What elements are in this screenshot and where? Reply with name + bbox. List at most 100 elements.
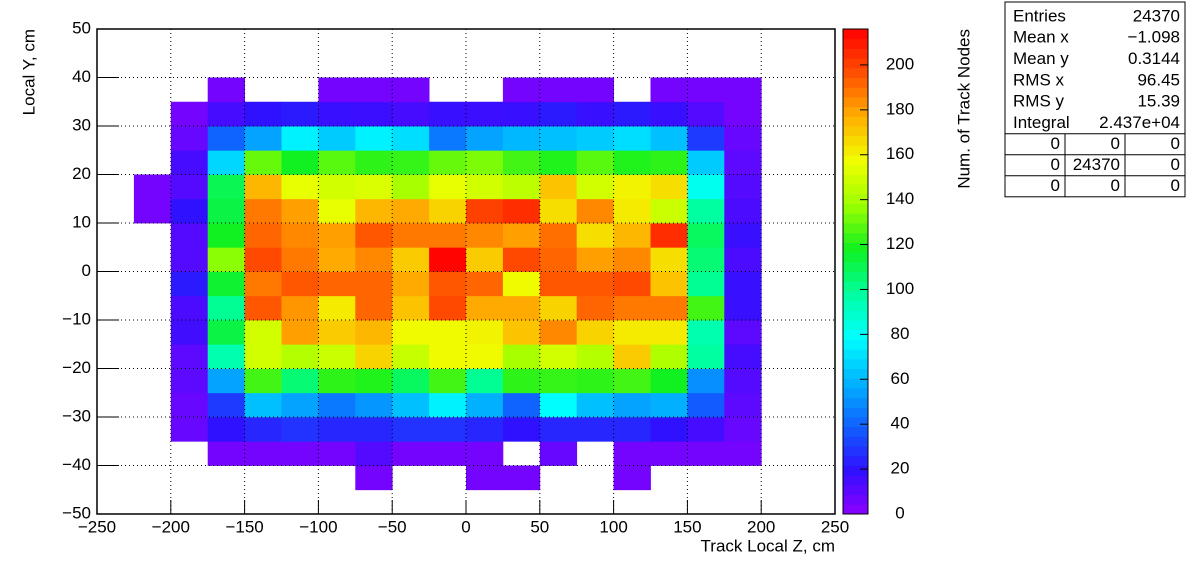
cell <box>245 78 282 103</box>
cell <box>429 441 467 466</box>
cell <box>502 126 541 151</box>
cell <box>170 223 209 248</box>
cell <box>170 101 209 127</box>
cell <box>576 295 614 321</box>
cell <box>281 417 319 442</box>
cell <box>687 101 725 127</box>
colorbar-band <box>843 446 868 457</box>
cell <box>97 102 134 127</box>
cell <box>761 175 798 200</box>
cell <box>724 198 762 224</box>
stats-value: 24370 <box>1133 6 1180 25</box>
colorbar-band <box>843 223 868 234</box>
cell <box>466 490 503 515</box>
cell <box>577 441 614 466</box>
cell <box>134 296 171 321</box>
cell <box>502 368 541 394</box>
cell <box>650 344 688 369</box>
cell <box>539 101 578 127</box>
cell <box>798 102 835 127</box>
y-tick-label: 40 <box>72 67 91 86</box>
colorbar-band <box>843 310 868 321</box>
cell <box>687 223 725 248</box>
cell <box>245 490 282 515</box>
cell <box>724 150 762 175</box>
cell <box>576 417 614 442</box>
stats-value: 96.45 <box>1137 70 1180 89</box>
colorbar-band <box>843 378 868 389</box>
cell <box>761 272 798 297</box>
cell <box>650 247 688 272</box>
cell <box>97 344 134 369</box>
cell <box>244 150 282 175</box>
cell <box>798 466 835 491</box>
colorbar-band <box>843 271 868 282</box>
cell <box>650 320 688 345</box>
stats-label: Entries <box>1013 6 1066 25</box>
cell <box>281 198 319 224</box>
cell <box>539 223 578 248</box>
colorbar-band <box>843 126 868 137</box>
colorbar-band <box>843 174 868 185</box>
cell <box>170 295 209 321</box>
cell <box>650 417 688 442</box>
x-tick-label: 250 <box>821 517 849 536</box>
cell <box>355 465 393 491</box>
cell <box>281 441 319 466</box>
colorbar-band <box>843 58 868 69</box>
cell <box>539 247 578 272</box>
stats-value: 0.3144 <box>1128 49 1180 68</box>
cell <box>576 126 614 151</box>
cell <box>724 344 762 369</box>
cell <box>170 344 209 369</box>
cell <box>466 101 504 127</box>
cell <box>687 77 725 103</box>
colorbar-band <box>843 407 868 418</box>
cell <box>429 150 467 175</box>
cell <box>613 223 651 248</box>
stats-label: Mean x <box>1013 28 1069 47</box>
cell <box>97 126 134 151</box>
colorbar-band <box>843 494 868 505</box>
cell <box>613 320 651 345</box>
cell <box>134 102 171 127</box>
cell <box>429 78 466 103</box>
cell <box>392 150 430 175</box>
colorbar-band <box>843 193 868 205</box>
cell <box>576 392 614 418</box>
cell <box>613 465 651 491</box>
cell <box>576 198 614 224</box>
cell <box>761 417 798 442</box>
cell <box>134 53 171 78</box>
cell <box>355 247 393 272</box>
cell <box>798 175 835 200</box>
cell <box>134 393 171 418</box>
stats-cell: 24370 <box>1073 155 1120 174</box>
cell <box>539 320 578 345</box>
cell <box>134 417 171 442</box>
cell <box>614 490 651 515</box>
cell <box>466 29 503 54</box>
cell <box>429 344 467 369</box>
cell <box>392 198 430 224</box>
cell <box>134 247 171 272</box>
colorbar-band <box>843 29 868 40</box>
cell <box>244 295 282 321</box>
cell <box>97 296 134 321</box>
y-tick-label: −50 <box>62 503 91 522</box>
cell <box>318 295 356 321</box>
cell <box>171 29 208 54</box>
z-axis-title: Num. of Track Nodes <box>954 29 973 189</box>
cell <box>429 174 467 200</box>
colorbar-band <box>843 349 868 360</box>
stats-box <box>1004 1 1186 198</box>
cell <box>429 417 467 442</box>
cell <box>97 369 134 394</box>
cell <box>539 198 578 224</box>
cell <box>798 150 835 175</box>
cell <box>539 417 578 442</box>
cell <box>650 126 688 151</box>
cell <box>244 320 282 345</box>
cell <box>798 126 835 151</box>
z-tick-label: 60 <box>891 369 910 388</box>
